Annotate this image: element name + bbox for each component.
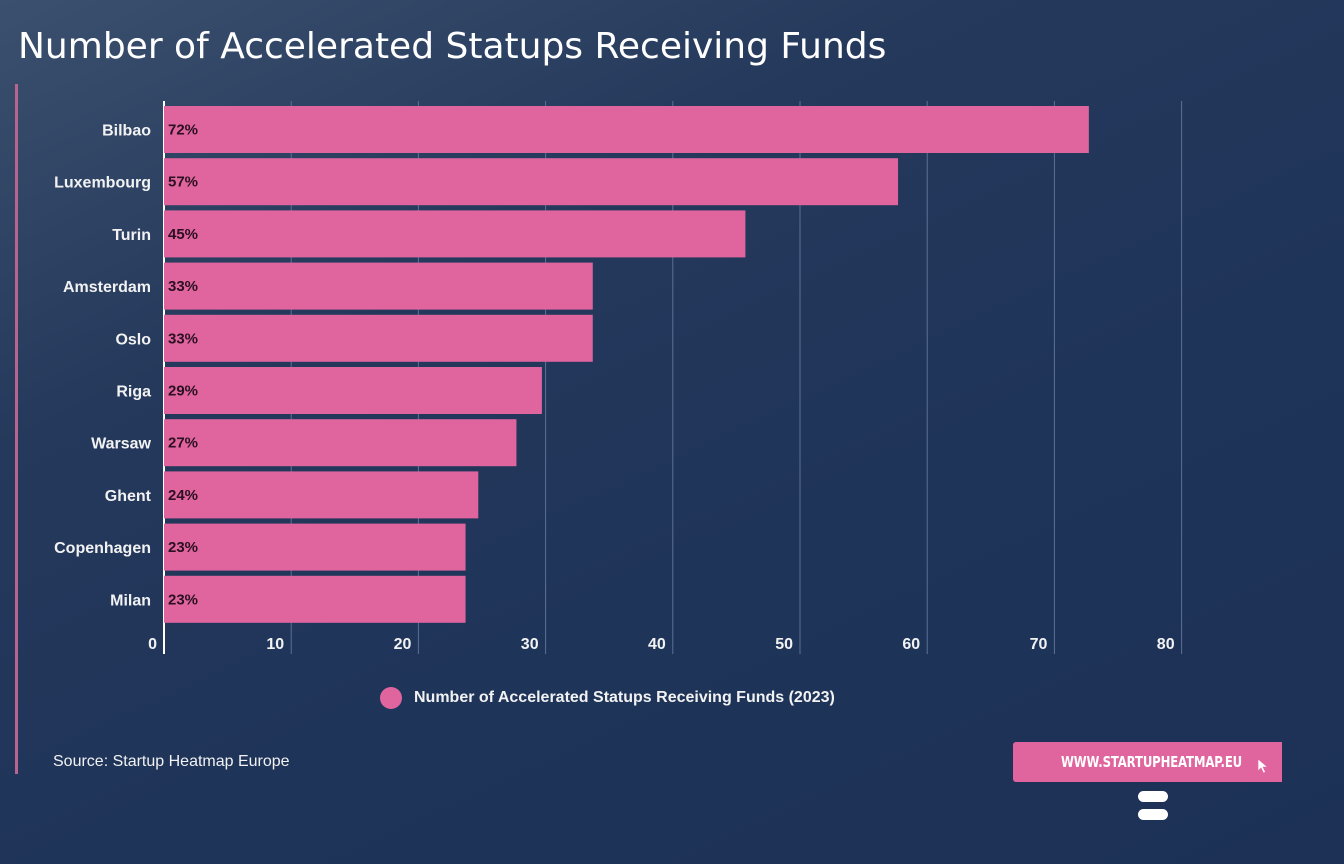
website-link-button[interactable]: WWW.STARTUPHEATMAP.EU bbox=[1013, 742, 1282, 782]
accent-line bbox=[15, 84, 18, 774]
bar bbox=[164, 367, 542, 414]
chart-title: Number of Accelerated Statups Receiving … bbox=[18, 26, 887, 67]
legend: Number of Accelerated Statups Receiving … bbox=[380, 686, 835, 710]
legend-swatch bbox=[380, 687, 402, 709]
bar bbox=[164, 106, 1089, 153]
bar-chart: 0 10 20 30 40 50 60 70 80 Bilbao 72% Luxembourg 57% T… bbox=[54, 101, 1183, 654]
website-link-label: WWW.STARTUPHEATMAP.EU bbox=[1061, 753, 1243, 771]
startup-heatmap-logo-icon bbox=[1138, 791, 1168, 826]
category-label: Riga bbox=[116, 384, 151, 401]
x-tick-label: 70 bbox=[1030, 636, 1048, 653]
category-label: Ghent bbox=[105, 488, 152, 505]
legend-label: Number of Accelerated Statups Receiving … bbox=[414, 689, 835, 706]
category-label: Milan bbox=[110, 592, 151, 609]
category-label: Turin bbox=[112, 227, 151, 244]
value-label: 29% bbox=[168, 383, 198, 400]
x-tick-label: 20 bbox=[394, 636, 412, 653]
labels: 0 10 20 30 40 50 60 70 80 Bilbao 72% Luxembourg 57% T… bbox=[54, 122, 1175, 654]
value-label: 33% bbox=[168, 330, 198, 347]
bar bbox=[164, 210, 746, 258]
x-tick-label: 80 bbox=[1157, 636, 1175, 653]
category-label: Oslo bbox=[115, 331, 151, 348]
bars bbox=[164, 106, 1089, 623]
category-label: Luxembourg bbox=[54, 175, 151, 192]
bar bbox=[164, 158, 899, 206]
bar bbox=[164, 471, 479, 519]
x-tick-label: 50 bbox=[775, 636, 793, 653]
x-tick-label: 40 bbox=[648, 636, 666, 653]
x-tick-label: 0 bbox=[148, 636, 157, 653]
category-label: Bilbao bbox=[102, 123, 151, 140]
bar bbox=[164, 419, 517, 467]
value-label: 23% bbox=[168, 539, 198, 556]
x-tick-label: 10 bbox=[266, 636, 284, 653]
value-label: 72% bbox=[168, 122, 198, 139]
bar bbox=[164, 314, 593, 362]
bar bbox=[164, 575, 466, 623]
value-label: 23% bbox=[168, 591, 198, 608]
x-tick-label: 60 bbox=[902, 636, 920, 653]
source-note: Source: Startup Heatmap Europe bbox=[53, 753, 290, 770]
x-tick-label: 30 bbox=[521, 636, 539, 653]
bar bbox=[164, 262, 593, 310]
category-label: Copenhagen bbox=[54, 540, 151, 557]
category-label: Warsaw bbox=[91, 436, 151, 453]
value-label: 24% bbox=[168, 487, 198, 504]
cursor-icon bbox=[1257, 758, 1271, 779]
value-label: 45% bbox=[168, 226, 198, 243]
value-label: 33% bbox=[168, 278, 198, 295]
value-label: 57% bbox=[168, 174, 198, 191]
value-label: 27% bbox=[168, 435, 198, 452]
bar bbox=[164, 523, 466, 571]
category-label: Amsterdam bbox=[63, 279, 151, 296]
